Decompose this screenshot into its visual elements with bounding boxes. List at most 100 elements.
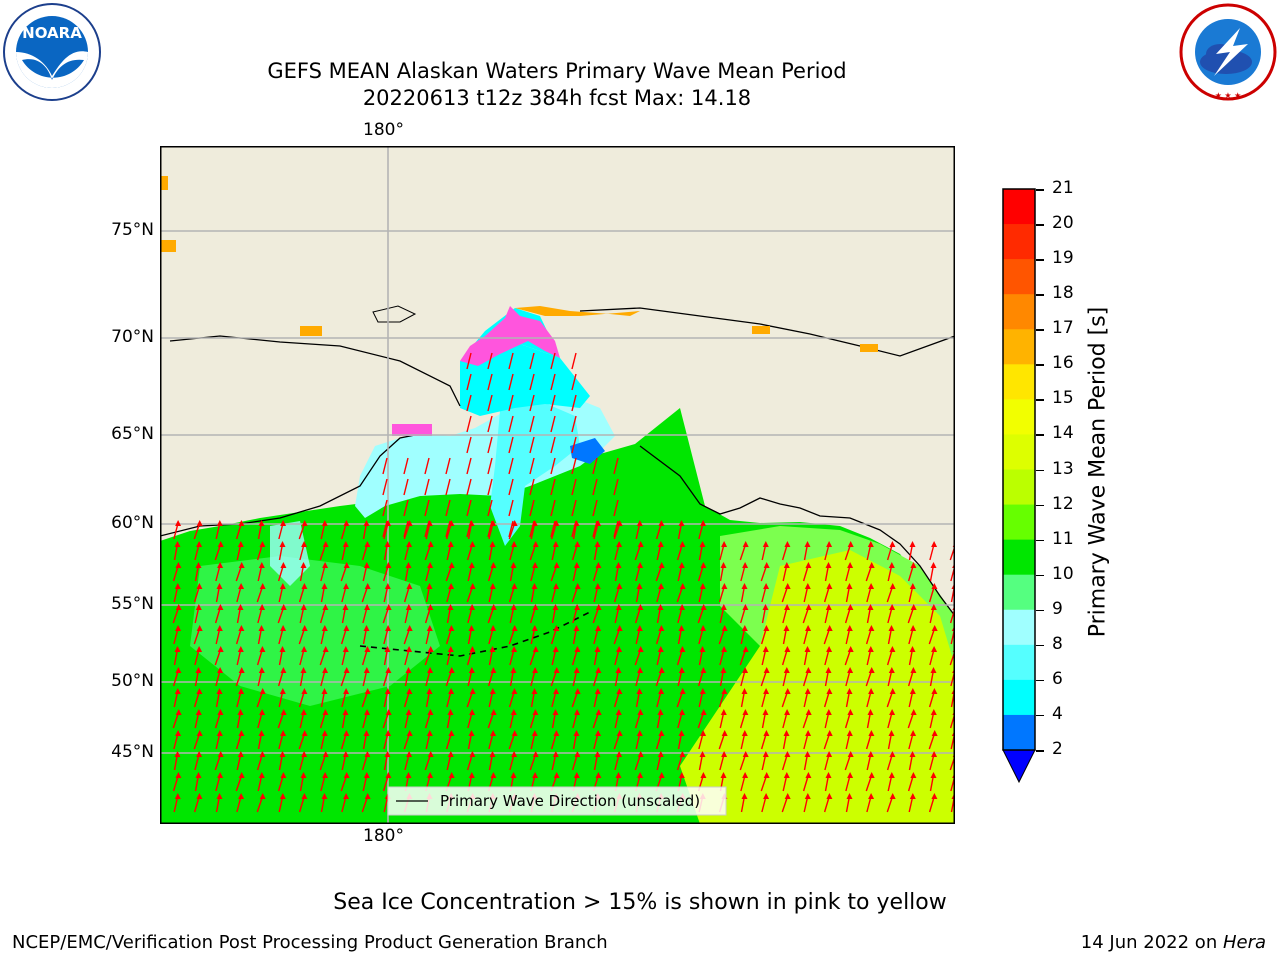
lon-label-bottom: 180° [363,826,404,846]
wave-arrow-head [637,772,644,778]
wave-arrow-head [532,646,539,652]
colorbar-bin [1003,399,1035,435]
wave-arrow-head [700,562,707,568]
wave-arrow [487,352,493,370]
wave-arrow-head [762,751,769,757]
wave-arrow-head [511,688,518,694]
legend-text: Primary Wave Direction (unscaled) [440,792,700,810]
wave-arrow-head [195,604,202,610]
wave-arrow-head [553,688,560,694]
wave-arrow-head [637,541,644,547]
wave-arrow-head [279,541,286,547]
wave-arrow [487,457,493,475]
wave-arrow-head [217,604,224,610]
wave-arrow-head [742,667,749,673]
wave-arrow [613,457,619,475]
wave-arrow-head [448,625,455,631]
wave-arrow [613,520,619,538]
wave-arrow-head [825,604,832,610]
wave-arrow-head [364,751,371,757]
wave-arrow-head [385,604,392,610]
wave-arrow-head [301,793,308,799]
wave-arrow-head [615,709,622,715]
colorbar-bin [1003,609,1035,646]
wave-arrow [445,457,451,475]
wave-arrow [403,499,409,517]
wave-arrow-head [174,688,181,694]
wave-arrow-head [658,730,665,736]
wave-arrow-head [363,730,370,736]
wave-arrow-head [678,730,685,736]
wave-arrow-head [321,793,328,799]
wave-arrow-head [657,646,664,652]
wave-arrow-head [364,688,371,694]
wave-arrow-head [931,541,938,547]
wave-arrow [571,373,577,391]
wave-arrow-head [469,751,476,757]
colorbar-bin [1003,504,1035,541]
wave-arrow [508,415,514,433]
alaska-coast [639,445,955,617]
wave-arrow-head [888,772,895,778]
chukchi-sea [460,344,590,416]
wave-arrow-head [196,625,203,631]
wave-arrow-head [678,667,685,673]
wave-arrow-head [700,772,707,778]
wave-arrow-head [762,709,769,715]
wave-arrow-head [931,625,938,631]
wave-arrow-head [805,604,812,610]
wave-arrow-head [867,751,874,757]
wave-arrow-head [259,541,266,547]
wave-arrow-head [489,688,496,694]
wave-arrow-head [742,541,749,547]
wave-arrow-head [910,730,917,736]
colorbar-tick [1036,434,1044,436]
colorbar-tick-label: 19 [1052,248,1074,269]
wave-arrow-head [868,562,875,568]
wave-arrow [466,373,472,391]
wave-arrow-head [763,772,770,778]
wave-arrow-head [910,772,917,778]
wave-arrow-head [826,688,833,694]
colorbar-tick-label: 17 [1052,318,1074,339]
wave-arrow-head [384,646,391,652]
wave-arrow-head [910,625,917,631]
wave-arrow-head [342,541,349,547]
wave-arrow-head [574,709,581,715]
sea-ice-caption: Sea Ice Concentration > 15% is shown in … [333,890,947,915]
wave-arrow [508,499,514,517]
chukotka-coast [160,433,421,537]
wave-arrow-head [531,688,538,694]
wave-arrow-head [846,730,853,736]
wave-arrow [529,457,535,475]
wave-arrow-head [721,730,728,736]
gulf-yellow [680,550,955,824]
wave-arrow-head [196,520,203,526]
wave-arrow-head [595,730,602,736]
wave-arrow [487,394,493,412]
wave-arrow-head [468,562,475,568]
wave-arrow-head [175,772,182,778]
wave-arrow-head [846,688,853,694]
colorbar-tick-label: 16 [1052,353,1074,374]
wave-arrow-head [847,667,854,673]
wave-arrow-head [615,772,622,778]
wave-arrow-head [804,793,811,799]
wave-arrow-head [783,667,790,673]
colorbar-tick-label: 10 [1052,563,1074,584]
wave-arrow-head [721,688,728,694]
wave-arrow-head [489,541,496,547]
wave-arrow-head [175,562,182,568]
wave-arrow-head [279,793,286,799]
wave-arrow-head [636,730,643,736]
wave-arrow-head [616,520,623,526]
wave-arrow-head [406,541,413,547]
wave-arrow-head [406,751,413,757]
wave-arrow-head [658,772,665,778]
wave-arrow-head [510,667,517,673]
wave-arrow-head [847,562,854,568]
colorbar-tick [1036,574,1044,577]
wave-arrow-head [742,646,749,652]
wave-arrow-head [784,583,791,589]
wave-arrow [571,499,577,517]
